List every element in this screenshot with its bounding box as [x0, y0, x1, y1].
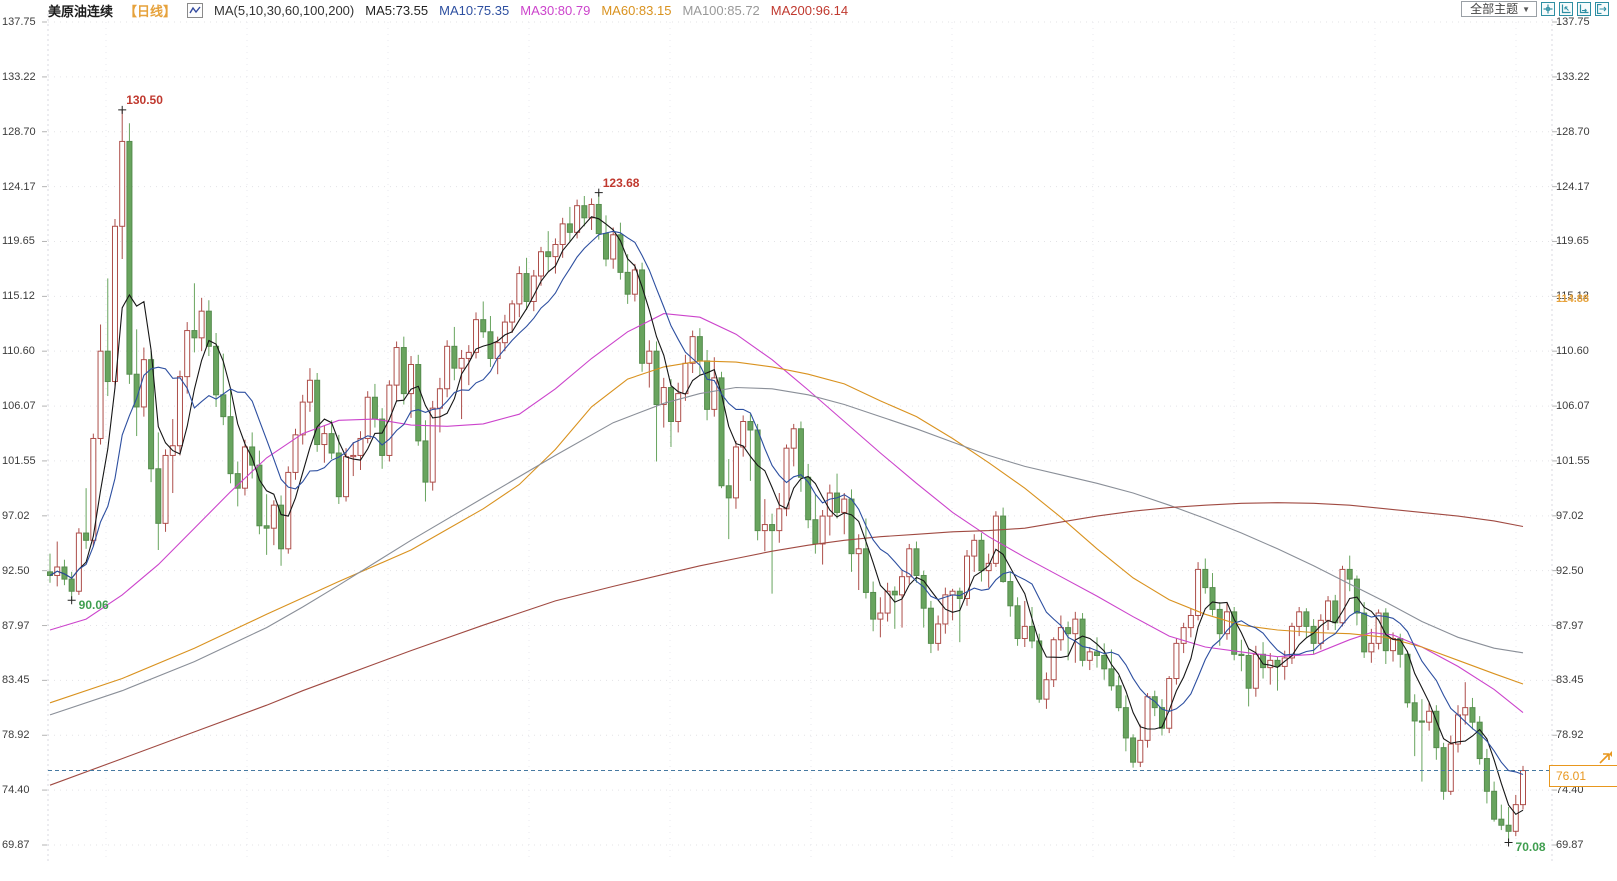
axis-price-label: 101.55 — [1556, 454, 1590, 467]
current-price-badge: 76.01 — [1549, 765, 1617, 787]
period-label: 【日线】 — [124, 4, 177, 19]
instrument-title: 美原油连续 — [48, 4, 114, 19]
ma-legend-item: MA10:75.35 — [439, 3, 510, 18]
latest-price-flag-icon[interactable] — [1598, 750, 1613, 770]
axis-price-label: 124.17 — [2, 180, 36, 193]
ma-settings-label: MA(5,10,30,60,100,200) — [214, 3, 355, 18]
ma-legend: MA5:73.55 MA10:75.35 MA30:80.79 MA60:83.15 M… — [365, 3, 848, 18]
axis-price-label: 74.40 — [2, 784, 30, 797]
axis-price-label: 92.50 — [2, 564, 30, 577]
ma-legend-item: MA200:96.14 — [770, 3, 849, 18]
ma-legend-item: MA5:73.55 — [365, 3, 429, 18]
ma-legend-item: MA100:85.72 — [682, 3, 760, 18]
axis-price-label: 110.60 — [1556, 345, 1589, 358]
axis-price-label: 87.97 — [2, 619, 30, 632]
ma-legend-item: MA30:80.79 — [520, 3, 591, 18]
axis-price-label: 97.02 — [2, 509, 30, 522]
axis-price-label: 124.17 — [1556, 180, 1590, 193]
axis-price-label: 128.70 — [1556, 125, 1590, 138]
export-chart-icon[interactable] — [1595, 2, 1609, 16]
axis-price-label: 97.02 — [1556, 509, 1584, 522]
axis-price-label: 119.65 — [2, 235, 35, 248]
axis-price-label: 115.12 — [1556, 290, 1589, 303]
axis-price-label: 133.22 — [2, 70, 36, 83]
axis-price-label: 83.45 — [1556, 674, 1584, 687]
right-axis-price-tag: 114.88 — [1556, 293, 1590, 306]
axis-price-label: 137.75 — [2, 16, 36, 28]
ma-legend-item: MA60:83.15 — [601, 3, 672, 18]
high-price-marker: 123.68 — [602, 175, 640, 190]
axis-price-label: 69.87 — [1556, 839, 1584, 851]
low-price-marker: 70.08 — [1515, 840, 1546, 855]
axis-price-label: 101.55 — [2, 454, 36, 467]
axis-price-label: 110.60 — [2, 345, 35, 358]
axis-price-label: 74.40 — [1556, 784, 1584, 797]
axis-price-label: 106.07 — [1556, 400, 1590, 413]
axis-price-label: 78.92 — [2, 729, 30, 742]
chevron-down-icon: ▼ — [1522, 4, 1530, 14]
axis-price-label: 69.87 — [2, 839, 30, 851]
high-price-marker: 130.50 — [126, 92, 163, 107]
chart-header: 美原油连续 【日线】 MA(5,10,30,60,100,200) MA5:73… — [48, 1, 848, 20]
low-price-marker: 90.06 — [78, 598, 109, 613]
axis-price-label: 83.45 — [2, 674, 30, 687]
zoom-x-axis-icon[interactable] — [1577, 2, 1591, 16]
axis-price-label: 119.65 — [1556, 235, 1589, 248]
axis-price-label: 133.22 — [1556, 70, 1590, 83]
axis-price-label: 115.12 — [2, 290, 35, 303]
axis-price-label: 92.50 — [1556, 564, 1584, 577]
theme-dropdown[interactable]: 全部主题 ▼ — [1461, 1, 1537, 17]
axis-price-label: 106.07 — [2, 400, 36, 413]
axis-price-label: 87.97 — [1556, 619, 1584, 632]
axis-price-label: 78.92 — [1556, 729, 1584, 742]
crosshair-icon[interactable] — [1541, 2, 1555, 16]
axis-price-label: 137.75 — [1556, 16, 1590, 28]
zoom-y-axis-icon[interactable] — [1559, 2, 1573, 16]
axis-price-label: 128.70 — [2, 125, 36, 138]
chart-toolbar: 全部主题 ▼ — [1461, 1, 1609, 17]
theme-dropdown-label: 全部主题 — [1470, 1, 1519, 16]
indicator-icon[interactable] — [187, 3, 204, 18]
